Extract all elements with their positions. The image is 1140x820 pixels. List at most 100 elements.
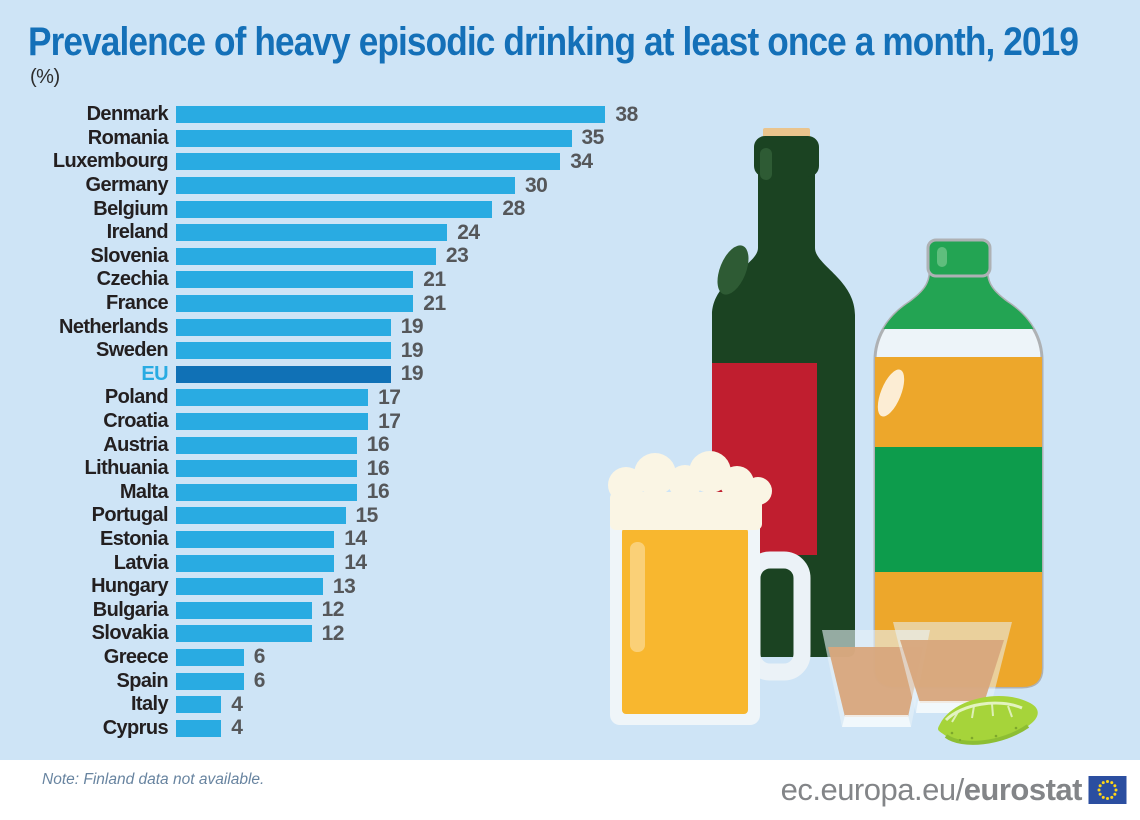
country-label: Ireland — [106, 221, 169, 244]
bar-chart: Denmark 38 Romania 35 Luxembourg 34 Germany 30 B… — [30, 103, 690, 740]
bar-value: 35 — [581, 126, 605, 150]
country-label: Bulgaria — [92, 598, 169, 621]
bar — [176, 554, 335, 572]
drinks-illustration — [608, 128, 1044, 745]
bar-value: 6 — [253, 669, 266, 693]
whisky-bottle-icon — [873, 238, 1044, 689]
bar — [176, 318, 391, 336]
bar-value: 23 — [445, 244, 469, 268]
bar-row: Bulgaria 12 — [30, 598, 690, 622]
bar — [176, 342, 391, 360]
bar-row: EU 19 — [30, 362, 690, 387]
bar-value: 38 — [615, 102, 638, 126]
footer-url: ec.europa.eu/eurostat — [781, 772, 1083, 808]
country-label: Portugal — [91, 504, 169, 527]
bar — [176, 719, 222, 737]
footer-url-bold: eurostat — [963, 772, 1083, 807]
bar-value: 16 — [366, 480, 390, 504]
country-label: Belgium — [93, 197, 168, 220]
bar-row: Sweden 19 — [30, 339, 690, 363]
bar — [176, 153, 561, 171]
bar-value: 6 — [253, 645, 266, 669]
bar — [176, 530, 335, 548]
country-label: Latvia — [113, 551, 169, 574]
footer: ec.europa.eu/eurostat — [781, 772, 1127, 808]
bar-row: Estonia 14 — [30, 527, 690, 552]
bar-row: Czechia 21 — [30, 268, 690, 292]
bar — [176, 696, 222, 714]
bar-row: Hungary 13 — [30, 575, 690, 599]
country-label: Austria — [103, 433, 168, 456]
country-label: Poland — [104, 386, 169, 409]
bar-row: Slovakia 12 — [30, 622, 690, 646]
bar-row: Portugal 15 — [30, 504, 690, 528]
bar-row: Greece 6 — [30, 645, 690, 670]
bar-row: Denmark 38 — [30, 103, 690, 127]
bar — [176, 507, 346, 525]
bar-row: Latvia 14 — [30, 551, 690, 575]
bar-row: Spain 6 — [30, 669, 690, 693]
bar-row: Germany 30 — [30, 174, 690, 198]
bar-value: 4 — [231, 692, 243, 716]
country-label: Malta — [119, 480, 169, 503]
shot-glass-icon — [893, 622, 1012, 713]
bar-row: Luxembourg 34 — [30, 150, 690, 174]
country-label: Greece — [103, 645, 169, 668]
bar-row: Cyprus 4 — [30, 716, 690, 740]
country-label: Slovakia — [91, 622, 169, 645]
country-label: Estonia — [99, 527, 169, 550]
bar-value: 30 — [525, 173, 548, 197]
bar — [176, 271, 414, 289]
bar — [176, 483, 357, 501]
bar-value: 17 — [378, 409, 401, 433]
bar-row: Romania 35 — [30, 126, 690, 151]
bar — [176, 648, 244, 666]
bar-value: 19 — [400, 315, 424, 339]
bar — [176, 200, 493, 218]
bar-value: 16 — [366, 433, 390, 457]
bar — [176, 672, 244, 690]
bar-row: Slovenia 23 — [30, 244, 690, 269]
bar — [176, 625, 312, 643]
unit-label: (%) — [30, 66, 60, 88]
bar — [176, 106, 606, 124]
bar — [176, 129, 572, 147]
bar-value: 12 — [321, 621, 345, 645]
bar-value: 14 — [344, 527, 367, 551]
country-label: Lithuania — [84, 457, 169, 480]
bar-value: 12 — [321, 598, 345, 622]
bar-value: 21 — [423, 267, 446, 291]
bar-row: Ireland 24 — [30, 221, 690, 245]
bar-value: 24 — [457, 220, 480, 244]
bar — [176, 413, 369, 431]
country-label: Croatia — [103, 410, 168, 433]
country-label: Netherlands — [59, 315, 169, 338]
country-label: Hungary — [91, 575, 169, 598]
lime-wedge-icon — [938, 696, 1038, 745]
bar-row: Croatia 17 — [30, 410, 690, 434]
bar — [176, 389, 369, 407]
bar-value: 21 — [423, 291, 446, 315]
bar-value: 13 — [332, 574, 356, 598]
bar-row: Netherlands 19 — [30, 315, 690, 339]
country-label: Sweden — [96, 339, 169, 362]
bar-row: Italy 4 — [30, 693, 690, 717]
bar — [176, 295, 414, 313]
bar-value: 19 — [400, 338, 424, 362]
country-label: EU — [141, 362, 168, 385]
country-label: Cyprus — [102, 716, 169, 739]
country-label: France — [106, 292, 169, 315]
bar — [176, 436, 357, 454]
country-label: Romania — [87, 126, 169, 149]
bar-row: Austria 16 — [30, 433, 690, 457]
country-label: Germany — [85, 174, 168, 197]
country-label: Italy — [130, 693, 169, 716]
bar-value: 19 — [400, 362, 424, 386]
bar-value: 28 — [502, 197, 525, 221]
bar-value: 17 — [378, 385, 401, 409]
bar — [176, 460, 357, 478]
bar-row: Lithuania 16 — [30, 457, 690, 481]
bar-value: 4 — [231, 716, 243, 740]
bar — [176, 365, 391, 383]
